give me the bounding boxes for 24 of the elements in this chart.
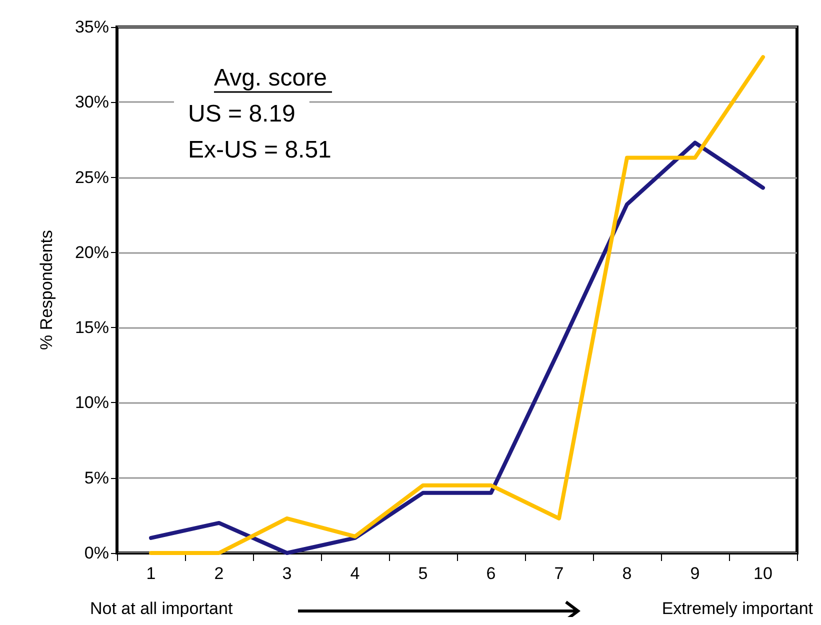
x-tick-label: 5: [418, 564, 428, 583]
y-tick-label: 0%: [84, 544, 109, 562]
x-tick-label: 4: [350, 564, 360, 583]
y-tick-label: 35%: [74, 18, 109, 36]
y-tick-label: 30%: [74, 92, 109, 112]
y-tick-label: 15%: [74, 318, 109, 338]
x-tick-label: 9: [690, 564, 700, 583]
y-tick-label: 25%: [74, 168, 109, 187]
y-tick-label: 10%: [74, 393, 109, 412]
x-tick-label: 2: [214, 564, 224, 583]
x-tick-label: 6: [486, 564, 496, 583]
line-series: [149, 55, 765, 555]
y-tick-label: 5%: [84, 468, 109, 488]
line-series: [149, 140, 765, 555]
annotation: Avg. score: [214, 64, 327, 92]
x-tick-label: 1: [146, 564, 156, 583]
y-tick-label: 20%: [74, 242, 109, 262]
y-axis-title: % Respondents: [37, 230, 56, 350]
x-tick-label: 3: [282, 564, 292, 583]
x-tick-label: 8: [622, 564, 632, 583]
x-tick-label: 7: [554, 564, 564, 583]
annotation: US = 8.19: [188, 100, 296, 128]
x-tick-label: 10: [754, 564, 772, 583]
annotation: Ex-US = 8.51: [188, 136, 332, 164]
